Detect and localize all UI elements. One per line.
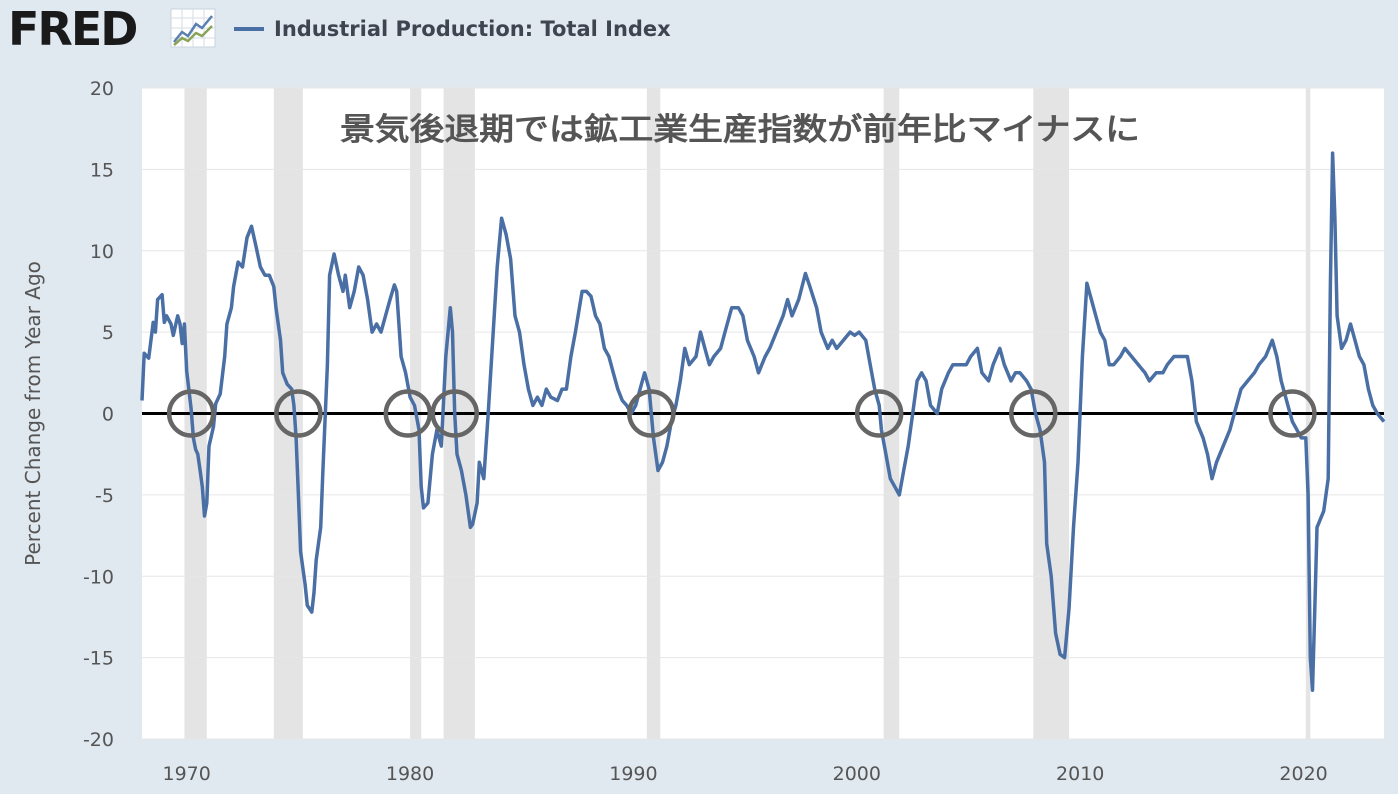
y-tick-label: -15	[83, 648, 114, 670]
zero-crossing-circle	[1009, 389, 1058, 438]
zero-crossing-circle	[430, 389, 479, 438]
header: FRED Industrial Production: Total Index	[0, 0, 1398, 60]
zero-crossing-circle	[274, 389, 323, 438]
fred-logo[interactable]: FRED	[8, 2, 138, 56]
chart-legend: Industrial Production: Total Index	[234, 14, 671, 44]
zero-crossing-circle	[854, 389, 904, 438]
y-tick-label: -20	[83, 729, 114, 751]
y-tick-label: -10	[83, 566, 114, 588]
x-tick-label: 2020	[1279, 763, 1327, 785]
line-chart-icon	[170, 8, 216, 48]
zero-crossing-circle	[166, 389, 216, 438]
legend-label[interactable]: Industrial Production: Total Index	[274, 17, 671, 41]
zero-crossing-circle	[1268, 389, 1317, 438]
zero-crossing-circle	[627, 389, 676, 438]
y-tick-label: 5	[102, 322, 114, 344]
y-axis-label: Percent Change from Year Ago	[21, 261, 45, 566]
x-tick-label: 2000	[833, 763, 881, 785]
zero-crossing-circle	[383, 389, 433, 438]
y-tick-label: 0	[102, 404, 114, 426]
x-tick-label: 2010	[1056, 763, 1104, 785]
legend-swatch	[234, 27, 264, 31]
x-tick-label: 1980	[386, 763, 434, 785]
x-tick-label: 1990	[609, 763, 657, 785]
y-tick-label: 10	[90, 241, 114, 263]
series-line[interactable]	[140, 151, 1386, 692]
x-tick-label: 1970	[162, 763, 210, 785]
y-tick-label: 20	[90, 78, 114, 100]
y-tick-label: -5	[95, 485, 114, 507]
annotation-text: 景気後退期では鉱工業生産指数が前年比マイナスに	[340, 112, 1140, 148]
y-tick-label: 15	[90, 159, 114, 181]
